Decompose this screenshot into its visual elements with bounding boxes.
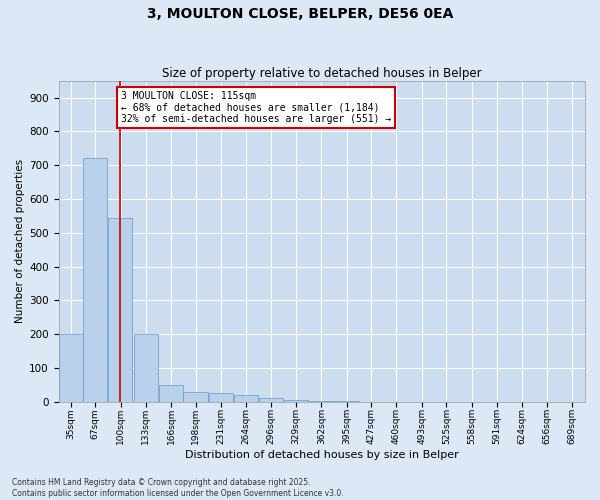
Y-axis label: Number of detached properties: Number of detached properties <box>15 159 25 324</box>
Title: Size of property relative to detached houses in Belper: Size of property relative to detached ho… <box>162 66 482 80</box>
Bar <box>259 398 283 402</box>
Bar <box>184 392 208 402</box>
Bar <box>83 158 107 402</box>
Bar <box>109 218 133 402</box>
Bar <box>284 400 308 402</box>
Bar <box>234 395 258 402</box>
Bar <box>159 385 183 402</box>
Bar <box>134 334 158 402</box>
Bar <box>209 394 233 402</box>
Bar <box>59 334 83 402</box>
Text: 3 MOULTON CLOSE: 115sqm
← 68% of detached houses are smaller (1,184)
32% of semi: 3 MOULTON CLOSE: 115sqm ← 68% of detache… <box>121 91 391 124</box>
Bar <box>309 401 333 402</box>
Text: 3, MOULTON CLOSE, BELPER, DE56 0EA: 3, MOULTON CLOSE, BELPER, DE56 0EA <box>147 8 453 22</box>
Text: Contains HM Land Registry data © Crown copyright and database right 2025.
Contai: Contains HM Land Registry data © Crown c… <box>12 478 344 498</box>
X-axis label: Distribution of detached houses by size in Belper: Distribution of detached houses by size … <box>185 450 458 460</box>
